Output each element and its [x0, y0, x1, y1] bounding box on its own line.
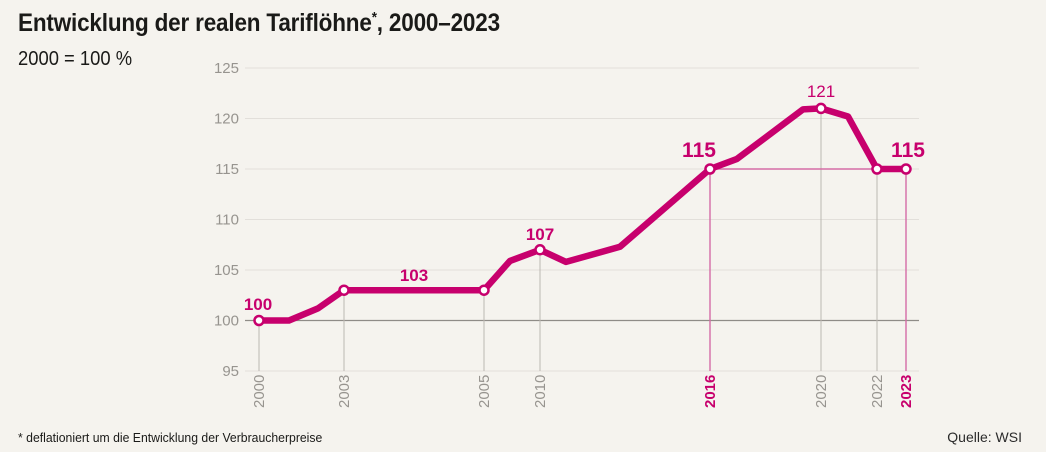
data-point-2016	[704, 163, 716, 175]
value-label-121: 121	[807, 82, 835, 101]
title-years: , 2000–2023	[376, 9, 500, 37]
footnote: * deflationiert um die Entwicklung der V…	[18, 430, 323, 445]
data-point-2020	[815, 102, 827, 115]
value-label-115: 115	[891, 139, 925, 162]
trend-line	[255, 105, 910, 324]
data-point-2022	[871, 163, 883, 175]
y-tick-label: 100	[214, 313, 239, 330]
y-tick-label: 120	[214, 111, 239, 128]
data-point-2005	[478, 284, 490, 296]
x-axis-label-2016: 2016	[702, 375, 719, 408]
y-tick-label: 125	[214, 60, 239, 77]
value-label-107: 107	[526, 225, 554, 244]
x-axis-label-2003: 2003	[336, 375, 353, 408]
x-axis-label-2023: 2023	[898, 375, 915, 408]
y-tick-label: 95	[222, 363, 239, 380]
y-tick-label: 110	[215, 212, 239, 229]
x-axis-label-2010: 2010	[532, 375, 549, 408]
x-axis-label-2005: 2005	[476, 375, 493, 408]
title-text: Entwicklung der realen Tariflöhne	[18, 9, 372, 37]
value-label-100: 100	[244, 295, 272, 314]
x-axis-label-2022: 2022	[869, 375, 886, 408]
value-label-103: 103	[400, 266, 428, 285]
y-tick-label: 105	[214, 262, 239, 279]
data-point-2010	[534, 244, 546, 256]
footnote-asterisk: *	[371, 9, 377, 26]
index-base-note: 2000 = 100 %	[18, 48, 133, 70]
data-point-2023	[900, 163, 912, 175]
source-label: Quelle: WSI	[947, 429, 1022, 445]
data-point-2003	[338, 284, 350, 296]
data-point-2000	[253, 314, 265, 327]
x-axis-label-2020: 2020	[813, 375, 830, 408]
x-axis-label-2000: 2000	[251, 375, 268, 408]
y-tick-label: 115	[215, 161, 239, 178]
value-label-115: 115	[682, 139, 716, 162]
page-title: Entwicklung der realen Tariflöhne*, 2000…	[18, 9, 500, 38]
